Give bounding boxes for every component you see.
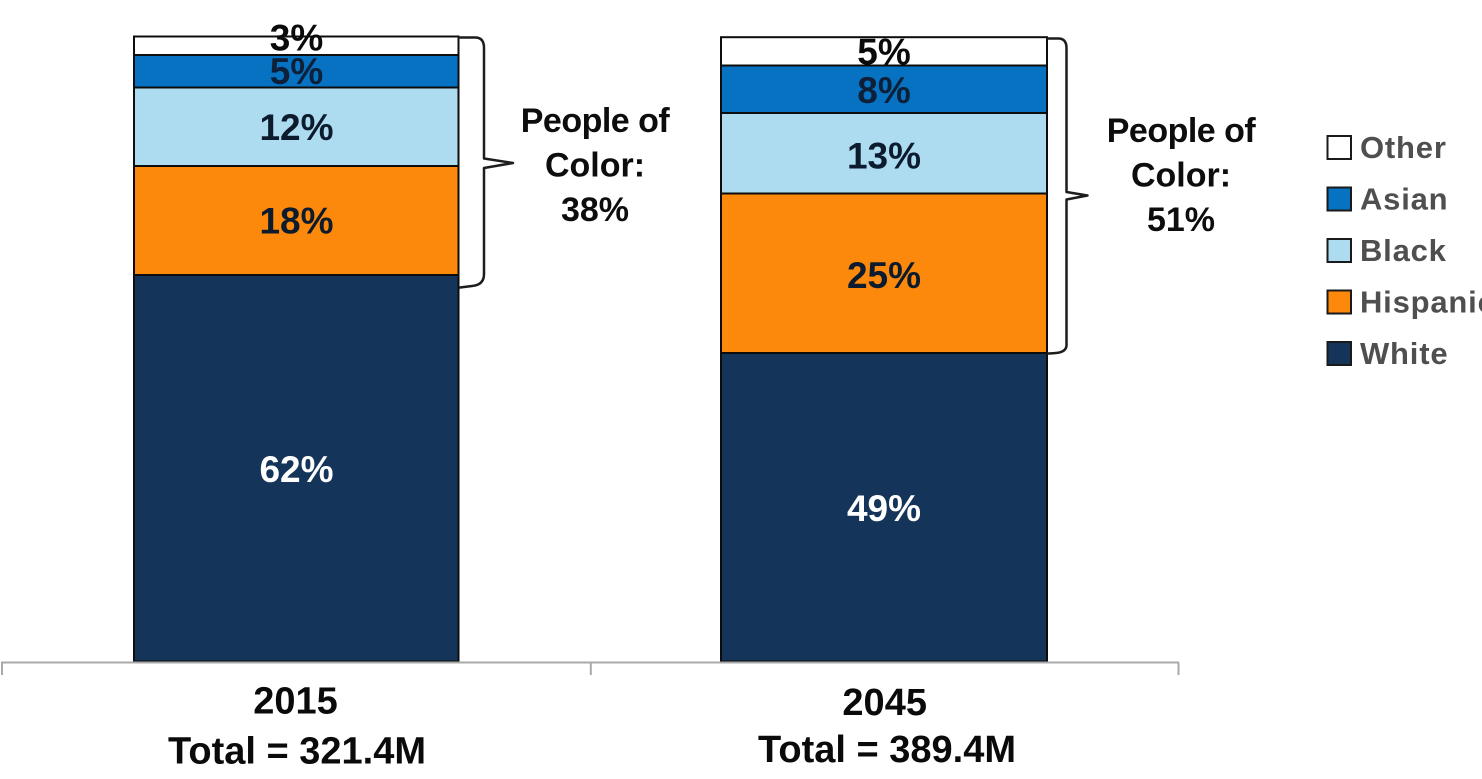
svg-text:People of: People of (521, 102, 671, 140)
svg-text:8%: 8% (857, 70, 910, 111)
svg-text:Total = 321.4M: Total = 321.4M (168, 731, 426, 773)
svg-text:25%: 25% (847, 255, 921, 296)
svg-text:51%: 51% (1147, 201, 1215, 239)
svg-text:2015: 2015 (253, 681, 338, 723)
svg-text:Total = 389.4M: Total = 389.4M (758, 729, 1016, 771)
svg-text:Black: Black (1360, 233, 1447, 268)
svg-text:Color:: Color: (545, 147, 645, 185)
svg-text:38%: 38% (561, 191, 629, 229)
svg-text:Other: Other (1360, 130, 1447, 165)
svg-text:18%: 18% (259, 201, 333, 242)
svg-text:12%: 12% (259, 107, 333, 148)
svg-text:Asian: Asian (1360, 182, 1448, 217)
svg-text:White: White (1360, 336, 1448, 371)
svg-text:5%: 5% (857, 31, 910, 72)
svg-text:3%: 3% (270, 18, 323, 59)
svg-text:Color:: Color: (1131, 157, 1231, 195)
svg-text:49%: 49% (847, 488, 921, 529)
svg-text:Hispanic: Hispanic (1360, 285, 1482, 320)
svg-text:2045: 2045 (842, 682, 927, 724)
svg-text:62%: 62% (259, 449, 333, 490)
svg-text:People of: People of (1107, 112, 1257, 150)
svg-text:5%: 5% (270, 51, 323, 92)
svg-text:13%: 13% (847, 136, 921, 177)
